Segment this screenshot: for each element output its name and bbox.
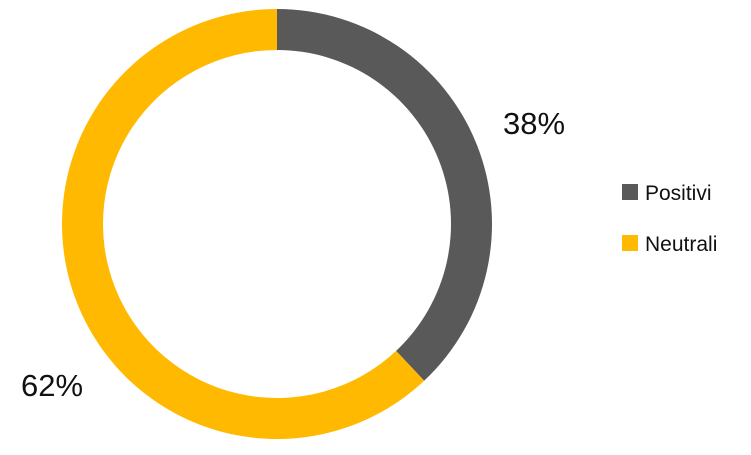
- legend-swatch-positivi: [622, 184, 638, 200]
- data-label-positivi: 38%: [503, 106, 565, 141]
- legend-label-neutrali: Neutrali: [645, 233, 717, 256]
- legend-label-positivi: Positivi: [645, 182, 712, 205]
- legend: Positivi Neutrali: [622, 182, 717, 256]
- data-labels: 38% 62%: [21, 106, 565, 403]
- data-label-neutrali: 62%: [21, 368, 83, 403]
- legend-swatch-neutrali: [622, 235, 638, 251]
- donut-slice-positivi: [277, 9, 492, 381]
- donut-slice-neutrali: [61, 9, 425, 439]
- donut-slices: [61, 9, 492, 439]
